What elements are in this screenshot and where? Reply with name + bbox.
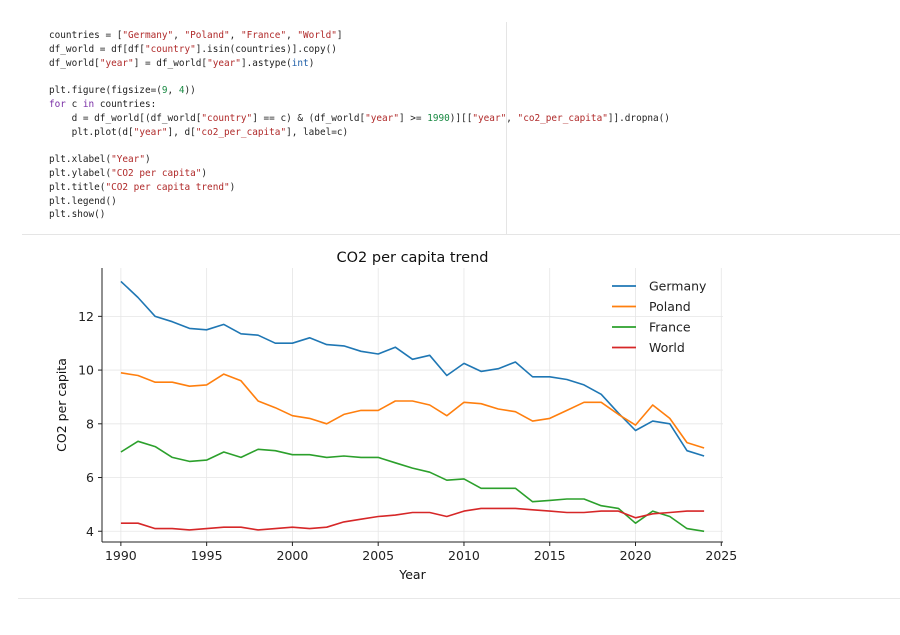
code-token: plt.ylabel( (49, 167, 112, 179)
code-editor[interactable]: countries = ["Germany", "Poland", "Franc… (22, 22, 670, 234)
code-token: ], label=c) (286, 126, 349, 138)
code-token: , (286, 30, 298, 41)
y-tick-label: 6 (86, 470, 94, 485)
x-tick-label: 1990 (105, 548, 137, 563)
code-token: plt.show() (49, 209, 106, 221)
code-line: plt.legend() (49, 195, 670, 209)
code-token: "year" (365, 112, 399, 124)
legend-label-france: France (649, 320, 691, 335)
code-token: ] (336, 30, 343, 41)
code-line: plt.figure(figsize=(9, 4)) (49, 84, 670, 98)
series-line-world (120, 507, 705, 531)
code-token: countries = [ (49, 30, 123, 41)
code-line: for c in countries: (49, 98, 670, 112)
code-line: countries = ["Germany", "Poland", "Franc… (49, 29, 670, 43)
code-token: ] = df_world[ (133, 57, 208, 69)
series-line-germany (120, 280, 705, 457)
code-token: , (506, 112, 518, 124)
code-line: plt.plot(d["year"], d["co2_per_capita"],… (49, 126, 670, 140)
code-token: ].isin(countries)].copy() (195, 43, 337, 55)
code-token: "World" (297, 30, 337, 41)
code-line (49, 139, 670, 153)
y-tick-label: 8 (86, 416, 94, 431)
code-token: , (173, 30, 185, 41)
code-token: "France" (240, 30, 287, 41)
code-token: ] == c) & (df_world[ (252, 112, 366, 124)
code-token: "co2_per_capita" (195, 126, 287, 138)
code-token: )) (184, 85, 196, 97)
code-token: ]].dropna() (607, 112, 670, 124)
code-token: , (167, 85, 179, 97)
x-axis-label: Year (398, 567, 426, 582)
code-token: for (49, 98, 66, 110)
code-text[interactable]: countries = ["Germany", "Poland", "Franc… (49, 29, 670, 222)
chart-title: CO2 per capita trend (337, 250, 489, 266)
code-token: "CO2 per capita" (111, 167, 202, 179)
co2-line-chart: 1990 1995 2000 2005 2010 2015 2020 2025 4 6 8 10 12 C… (54, 250, 737, 582)
code-token: 9 (161, 85, 168, 97)
code-token: "Year" (111, 154, 145, 166)
code-token: "year" (133, 126, 168, 138)
code-line: df_world = df[df["country"].isin(countri… (49, 43, 670, 57)
code-token: plt.legend() (49, 195, 117, 207)
code-token: "co2_per_capita" (517, 112, 608, 124)
x-tick-label: 2015 (534, 548, 566, 563)
code-token: ] >= (398, 112, 428, 124)
code-token: ], d[ (167, 126, 196, 138)
code-token: , (229, 30, 241, 41)
series-line-france (120, 440, 705, 533)
x-tick-label: 2010 (448, 548, 480, 563)
code-token: countries: (94, 98, 157, 110)
code-line: d = df_world[(df_world["country"] == c) … (49, 112, 670, 126)
code-token: "year" (99, 57, 134, 69)
code-line: plt.show() (49, 208, 670, 222)
code-token: d = df_world[(df_world[ (49, 112, 202, 124)
code-token: plt.figure(figsize=( (49, 85, 162, 97)
code-token: ) (201, 167, 208, 179)
code-token: ) (229, 181, 236, 193)
y-tick-label: 10 (78, 363, 94, 378)
y-tick-label: 4 (86, 524, 94, 539)
code-token: plt.plot(d[ (49, 126, 134, 138)
x-tick-label: 1995 (191, 548, 223, 563)
code-token: plt.xlabel( (49, 154, 112, 166)
code-token: "Poland" (184, 30, 230, 41)
y-axis-label: CO2 per capita (54, 358, 69, 452)
y-tick-label: 12 (78, 309, 94, 324)
legend-label-poland: Poland (649, 299, 691, 314)
code-token: "CO2 per capita trend" (105, 181, 230, 193)
code-token: "year" (207, 57, 241, 69)
series-line-poland (120, 372, 705, 449)
code-token: 1990 (427, 112, 450, 124)
code-line: plt.xlabel("Year") (49, 153, 670, 167)
code-token: 4 (178, 85, 185, 97)
code-token: plt.title( (49, 181, 106, 193)
output-cell: 1990 1995 2000 2005 2010 2015 2020 2025 4 6 8 10 12 C… (22, 240, 900, 600)
x-tick-label: 2020 (620, 548, 652, 563)
code-token: ) (308, 57, 315, 69)
code-token: "year" (472, 112, 507, 124)
code-token: df_world[ (49, 57, 100, 69)
cell-divider (18, 598, 900, 599)
code-token: ) (144, 154, 151, 166)
legend-label-germany: Germany (649, 279, 707, 294)
code-token: c (65, 98, 83, 110)
code-token: "Germany" (122, 30, 174, 41)
code-token: "country" (144, 43, 196, 55)
code-line (49, 70, 670, 84)
x-tick-label: 2000 (277, 548, 309, 563)
code-token: )][[ (449, 112, 473, 124)
code-token: "country" (201, 112, 253, 124)
code-line: plt.title("CO2 per capita trend") (49, 181, 670, 195)
code-token: df_world = df[df[ (49, 43, 145, 55)
legend-label-world: World (649, 340, 685, 355)
code-cell[interactable]: countries = ["Germany", "Poland", "Franc… (22, 22, 900, 235)
code-token: ].astype( (240, 57, 292, 69)
x-tick-label: 2025 (705, 548, 737, 563)
code-line: df_world["year"] = df_world["year"].asty… (49, 57, 670, 71)
x-tick-label: 2005 (362, 548, 394, 563)
code-token: in (82, 98, 95, 110)
code-line: plt.ylabel("CO2 per capita") (49, 167, 670, 181)
code-token: int (291, 57, 309, 69)
